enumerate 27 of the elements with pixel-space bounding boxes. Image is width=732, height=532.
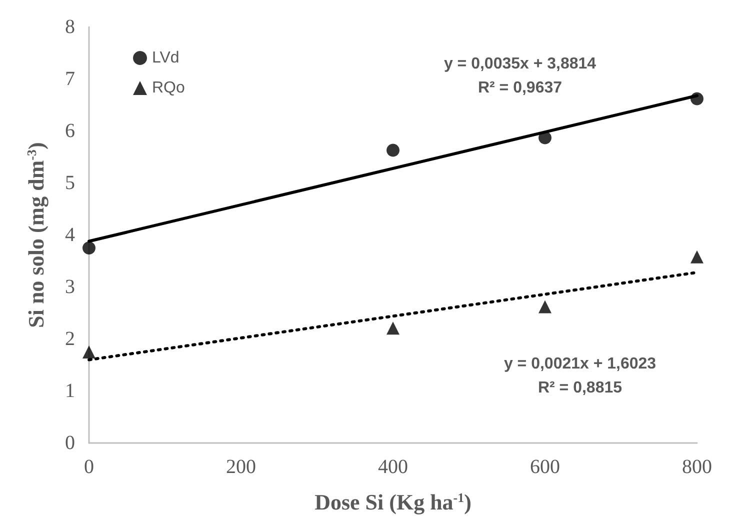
point: [82, 346, 96, 358]
y-axis-title: Si no solo (mg dm-3): [24, 142, 48, 328]
point: [386, 144, 400, 157]
legend-label: LVd: [152, 50, 180, 66]
legend-label: RQo: [152, 80, 185, 96]
x-tick-label: 0: [84, 456, 94, 478]
y-tick-label: 0: [65, 432, 75, 454]
point: [690, 250, 704, 264]
y-tick-label: 6: [65, 120, 75, 142]
y-tick-label: 1: [65, 380, 75, 402]
x-tick-label: 800: [682, 456, 712, 478]
x-tick-label: 400: [378, 456, 408, 478]
y-tick-label: 7: [65, 68, 75, 90]
point: [690, 92, 704, 106]
point: [82, 242, 96, 254]
y-tick-label: 4: [65, 224, 75, 246]
annotation: y = 0,0021x + 1,6023 R² = 0,8815: [504, 356, 656, 396]
annotation: y = 0,0035x + 3,8814 R² = 0,9637: [444, 56, 596, 96]
x-tick-label: 200: [226, 456, 256, 478]
y-tick-label: 8: [65, 16, 75, 38]
point: [386, 322, 400, 335]
y-tick-label: 5: [65, 172, 75, 194]
y-tick-label: 3: [65, 276, 75, 298]
y-tick-label: 2: [65, 328, 75, 350]
x-tick-label: 600: [530, 456, 560, 478]
point: [538, 300, 552, 314]
point: [538, 131, 552, 144]
